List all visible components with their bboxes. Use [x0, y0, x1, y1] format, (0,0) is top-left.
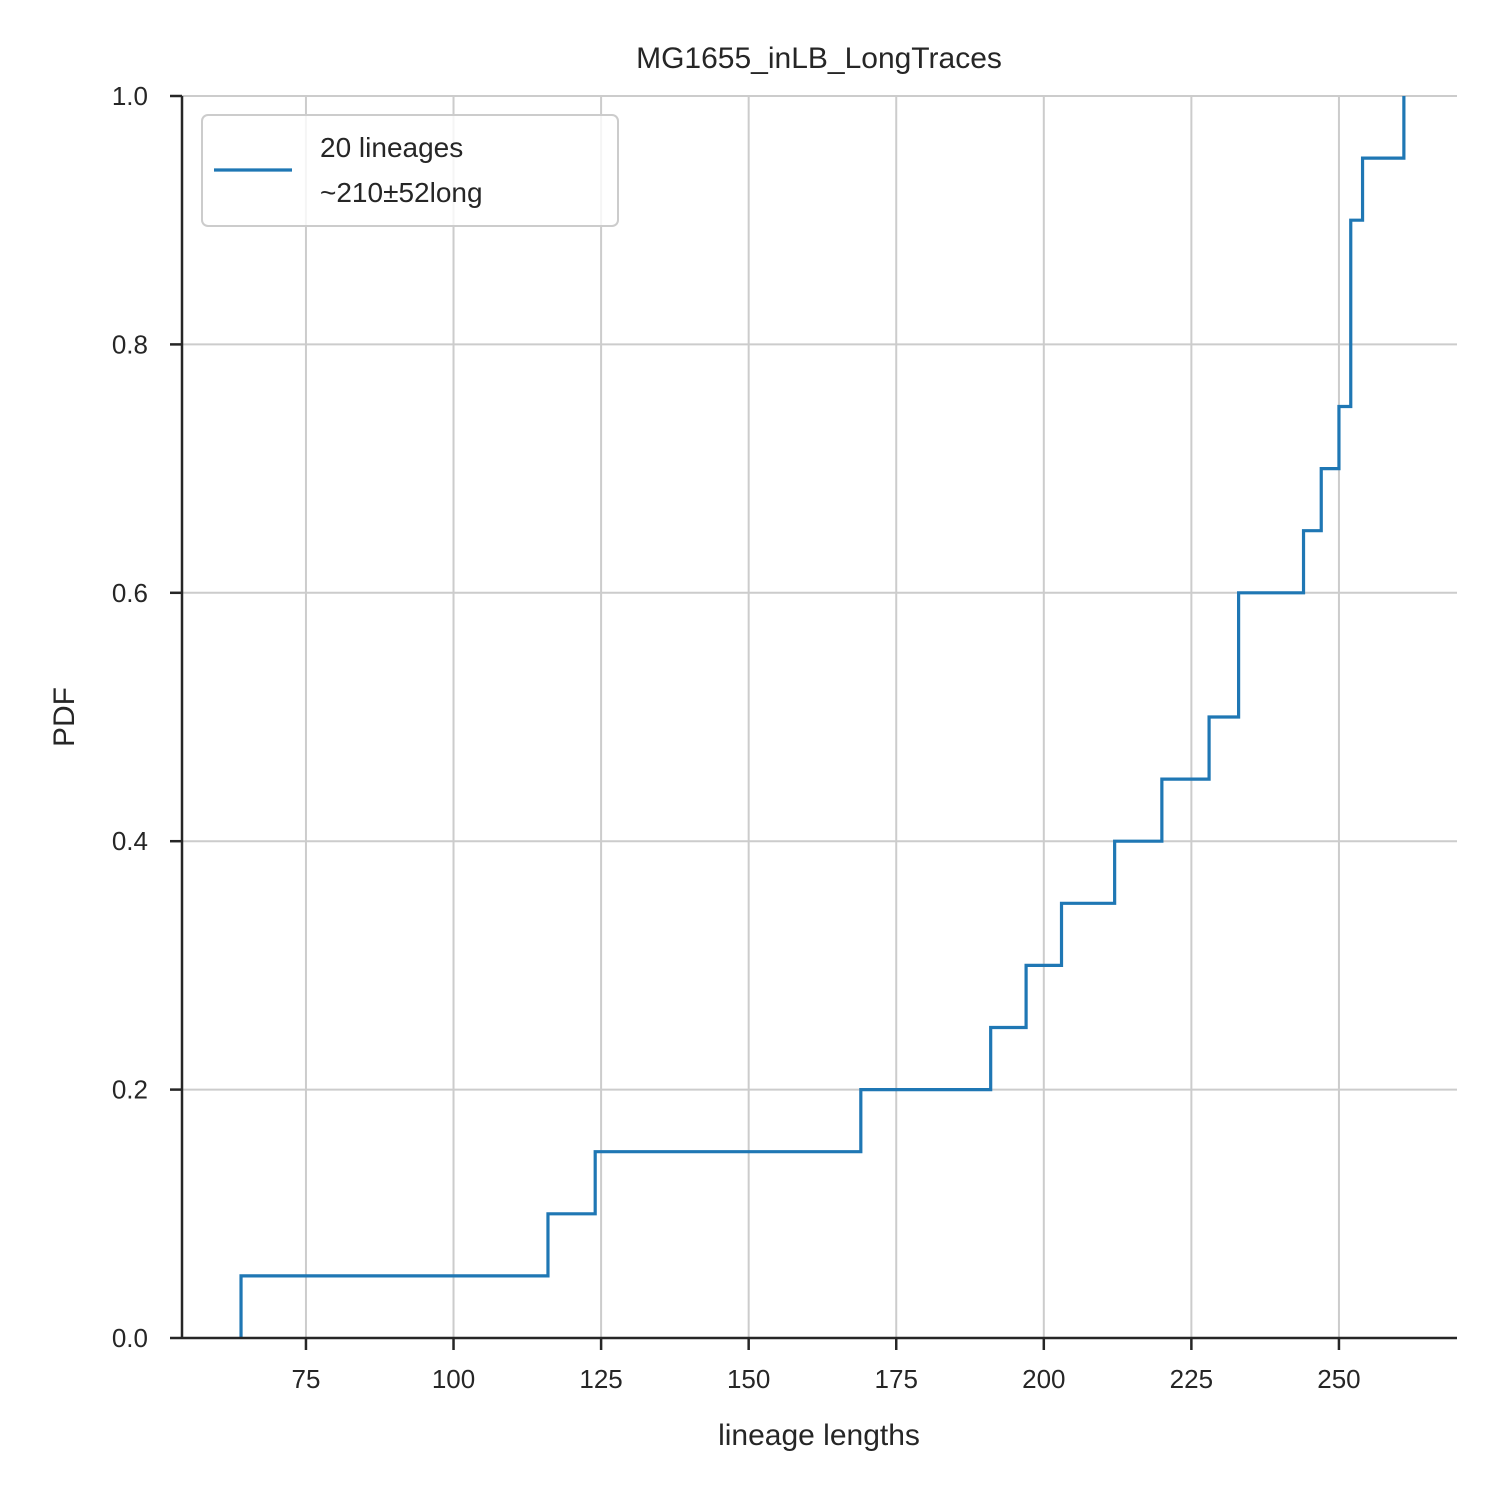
- x-tick-label: 250: [1317, 1364, 1360, 1394]
- legend-label-line1: 20 lineages: [320, 132, 463, 163]
- chart-title: MG1655_inLB_LongTraces: [636, 42, 1002, 75]
- grid: [182, 95, 1457, 1339]
- legend-box: [201, 114, 619, 227]
- x-tick-label: 150: [727, 1364, 770, 1394]
- y-tick-label: 0.2: [112, 1075, 148, 1105]
- x-tick-label: 75: [291, 1364, 320, 1394]
- legend-sim: ~: [320, 177, 336, 208]
- x-axis-label: lineage lengths: [718, 1419, 920, 1452]
- legend-std: 52: [398, 177, 429, 208]
- legend-suffix: long: [430, 177, 483, 208]
- x-tick-label: 200: [1022, 1364, 1065, 1394]
- y-tick-label: 0.0: [112, 1323, 148, 1353]
- x-tick-label: 100: [432, 1364, 475, 1394]
- y-tick-label: 0.6: [112, 578, 148, 608]
- legend-mean: 210: [336, 177, 383, 208]
- y-tick-label: 0.8: [112, 329, 148, 359]
- legend: 20 lineages ~210±52long: [201, 114, 619, 227]
- y-tick-label: 0.4: [112, 826, 148, 856]
- x-tick-label: 225: [1170, 1364, 1213, 1394]
- y-tick-label: 1.0: [112, 81, 148, 111]
- series-line: [239, 96, 1406, 1338]
- x-tick-label: 175: [875, 1364, 918, 1394]
- legend-pm: ±: [383, 177, 398, 208]
- x-tick-label: 125: [579, 1364, 622, 1394]
- legend-label-line2: ~210±52long: [320, 177, 483, 208]
- ticks: 75 100 125 150 175 200 225 250 0.0 0.2 0.4 0.6 0.8 1.…: [112, 81, 1361, 1394]
- y-axis-label: PDF: [48, 687, 81, 747]
